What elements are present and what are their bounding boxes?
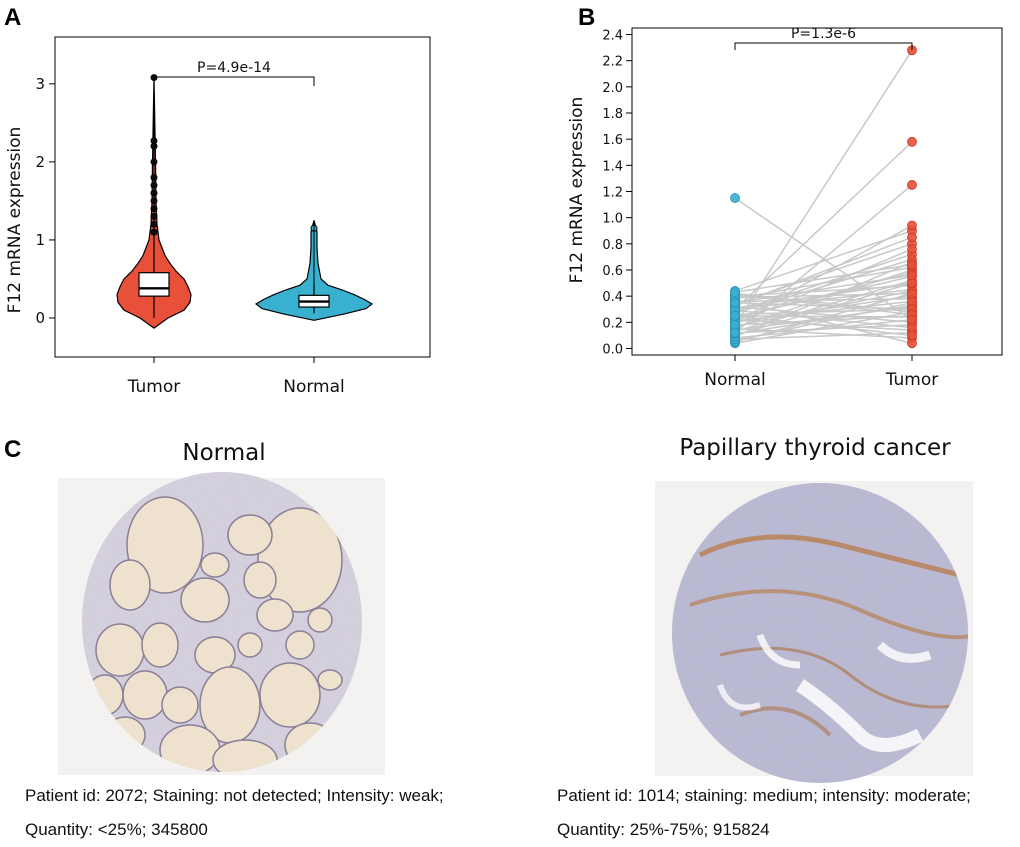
follicle-shape: [257, 507, 343, 613]
histology-panel: C Normal Papillary thyroid cancer: [4, 435, 973, 783]
follicle-shape: [141, 622, 179, 668]
y-tick-label: 3: [35, 75, 45, 93]
normal-caption-line1: Patient id: 2072; Staining: not detected…: [25, 786, 444, 805]
follicle-shape: [227, 514, 273, 556]
p-value: P=4.9e-14: [197, 60, 271, 76]
normal-point: [730, 327, 740, 338]
tumor-point: [907, 136, 917, 147]
pair-line: [734, 292, 913, 343]
pair-line: [734, 300, 913, 322]
normal-point: [730, 287, 740, 298]
y-tick-label: 2.4: [602, 29, 623, 44]
y-tick-label: 0.0: [602, 342, 623, 357]
pair-line: [734, 236, 913, 306]
y-tick-label: 0.6: [602, 264, 623, 279]
cancer-caption-line2: Quantity: 25%-75%; 915824: [557, 820, 770, 839]
y-tick-label: 1.8: [602, 107, 623, 122]
tumor-point: [907, 244, 917, 254]
x-tick-label: Normal: [704, 370, 766, 390]
pair-line: [734, 49, 913, 326]
pair-line: [734, 315, 913, 337]
follicle-shape: [122, 670, 168, 720]
follicle-shape: [95, 623, 145, 677]
violin-chart: A F12 mRNA expression 0 1 2 3 Tumor Normal P…: [4, 4, 431, 397]
follicle-shape: [285, 630, 315, 660]
tumor-point: [907, 180, 917, 190]
paired-dot-chart: B F12 mRNA expression 0.0 0.2 0.4 0.6 0.8 1.0…: [567, 4, 1003, 390]
pair-line: [734, 301, 913, 310]
y-tick-label: 1.6: [602, 133, 623, 148]
pair-line: [734, 264, 913, 293]
y-tick-label: 1.2: [602, 186, 623, 201]
pair-line: [734, 309, 913, 329]
normal-tissue-image: [58, 472, 385, 775]
x-tick-label: Normal: [283, 377, 345, 397]
panel-label-b: B: [578, 4, 595, 31]
pair-line: [734, 141, 913, 310]
significance-bracket: [153, 76, 315, 86]
tumor-point: [907, 232, 917, 243]
tumor-point: [907, 270, 917, 281]
follicle-shape: [317, 669, 343, 691]
cancer-caption-line1: Patient id: 1014; staining: medium; inte…: [557, 786, 971, 805]
p-value: P=1.3e-6: [791, 26, 856, 42]
follicle-shape: [109, 559, 151, 611]
normal-caption-line2: Quantity: <25%; 345800: [25, 820, 208, 839]
tumor-point: [907, 330, 917, 341]
y-tick-label: 1: [35, 231, 45, 249]
y-tick-label: 1.0: [602, 212, 623, 227]
y-tick-label: 0.2: [602, 316, 623, 331]
follicle-shape: [259, 662, 321, 728]
normal-point: [730, 297, 740, 308]
normal-title: Normal: [182, 440, 265, 466]
follicle-shape: [200, 552, 230, 578]
x-tick-label: Tumor: [127, 377, 181, 397]
pair-line: [734, 274, 913, 304]
y-tick-label: 0.8: [602, 238, 623, 253]
follicle-shape: [243, 561, 277, 599]
panel-label-a: A: [4, 4, 21, 31]
pair-line: [734, 261, 913, 338]
y-tick-label: 1.4: [602, 159, 623, 174]
y-axis-label: F12 mRNA expression: [5, 127, 25, 314]
pair-line: [734, 332, 913, 341]
tumor-point: [907, 314, 917, 325]
panel-label-c: C: [4, 436, 21, 463]
significance-bracket: [734, 42, 913, 50]
tumor-point: [907, 259, 917, 270]
pair-line: [734, 292, 913, 299]
pair-line: [734, 305, 913, 324]
y-tick-label: 2.0: [602, 81, 623, 96]
cancer-tissue-image: [655, 481, 973, 783]
tumor-point: [907, 220, 917, 231]
y-tick-label: 2.2: [602, 55, 623, 70]
tumor-point: [907, 288, 917, 299]
pair-line: [734, 290, 913, 327]
pair-line: [734, 324, 913, 334]
pair-line: [734, 315, 913, 318]
pair-line: [734, 197, 913, 321]
cancer-title: Papillary thyroid cancer: [679, 435, 951, 461]
box-tumor: [138, 272, 170, 297]
follicle-shape: [180, 577, 230, 623]
plot-frame: [54, 36, 431, 358]
normal-point: [730, 193, 740, 203]
pair-line: [734, 224, 913, 323]
follicle-shape: [256, 598, 294, 632]
y-tick-label: 0: [35, 309, 45, 327]
follicle-shape: [307, 607, 333, 633]
x-tick-label: Tumor: [885, 370, 939, 390]
y-tick-label: 0.4: [602, 290, 623, 305]
normal-point: [730, 310, 740, 321]
follicle-shape: [237, 632, 263, 658]
y-tick-label: 2: [35, 153, 45, 171]
y-axis-label: F12 mRNA expression: [567, 97, 587, 284]
follicle-shape: [161, 686, 199, 724]
